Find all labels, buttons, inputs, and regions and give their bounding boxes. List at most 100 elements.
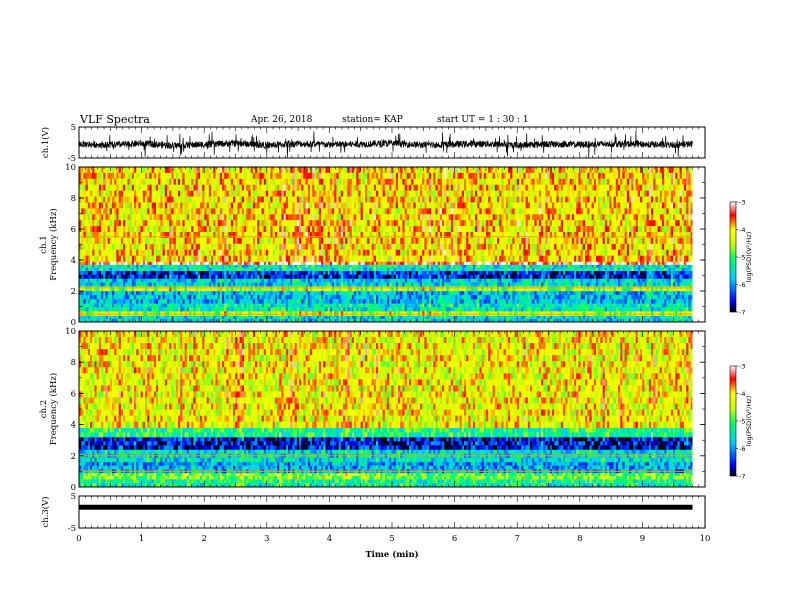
spectrogram-cell [208,208,212,215]
spectrogram-cell [303,184,306,191]
spectrogram-cell [193,243,196,250]
spectrogram-cell [193,202,196,209]
spectrogram-cell [373,167,377,174]
spectrogram-cell [83,303,86,308]
spectrogram-cell [92,318,95,323]
spectrogram-cell [151,261,154,265]
spectrogram-cell [417,270,421,275]
spectrogram-cell [338,307,341,312]
spectrogram-cell [409,190,412,197]
spectrogram-cell [193,291,196,296]
spectrogram-cell [215,307,218,312]
spectrogram-cell [285,178,289,185]
spectrogram-cell [266,178,269,185]
spectrogram-cell [307,315,311,320]
spectrogram-cell [127,291,130,296]
spectrogram-cell [112,226,115,233]
spectrogram-cell [261,286,264,292]
spectrogram-cell [224,220,227,227]
spectrogram-cell [387,208,390,215]
spectrogram-cell [369,226,372,233]
spectrogram-cell [202,299,205,304]
spectrogram-cell [112,264,115,268]
spectrogram-cell [314,184,317,191]
spectrogram-cell [371,307,374,312]
spectrogram-cell [321,267,324,272]
spectrogram-cell [398,249,401,256]
spectrogram-cell [125,303,128,308]
spectrogram-cell [420,318,423,323]
spectrogram-cell [266,318,269,323]
spectrogram-cell [109,178,113,185]
spectrogram-cell [83,172,86,180]
spectrogram-cell [345,202,348,209]
spectrogram-cell [180,255,183,262]
spectrogram-cell [173,167,176,174]
spectrogram-cell [107,172,110,180]
spectrogram-cell [250,167,253,174]
spectrogram-cell [274,267,278,272]
spectrogram-cell [184,282,187,287]
spectrogram-cell [362,220,366,227]
spectrogram-cell [285,196,289,203]
spectrogram-cell [329,311,333,316]
spectrogram-cell [224,184,227,191]
spectrogram-cell [114,270,117,275]
spectrogram-cell [332,178,335,185]
spectrogram-cell [105,220,108,227]
spectrogram-cell [230,167,234,174]
spectrogram-cell [158,172,161,180]
spectrogram-cell [156,261,159,265]
spectrogram-cell [389,286,392,292]
spectrogram-cell [334,232,337,239]
spectrogram-cell [294,202,297,209]
spectrogram-cell [208,270,212,275]
spectrogram-cell [123,264,126,268]
spectrogram-cell [285,226,289,233]
spectrogram-cell [404,237,407,245]
spectrogram-cell [118,311,121,316]
spectrogram-cell [182,184,185,191]
spectrogram-cell [294,291,297,296]
spectrogram-cell [314,220,317,227]
spectrogram-cell [191,178,194,185]
spectrogram-cell [213,237,216,245]
spectrogram-cell [378,220,381,227]
spectrogram-cell [149,286,152,292]
spectrogram-cell [292,311,295,316]
spectrogram-cell [332,318,335,323]
spectrogram-cell [87,307,91,312]
spectrogram-cell [98,270,102,275]
spectrogram-cell [94,286,97,292]
spectrogram-cell [393,196,396,203]
spectrogram-cell [312,267,315,272]
spectrogram-cell [415,286,418,292]
spectrogram-cell [136,295,139,300]
spectrogram-cell [202,172,205,180]
spectrogram-cell [189,255,192,262]
spectrogram-cell [261,303,264,308]
spectrogram-cell [325,220,328,227]
spectrogram-cell [180,274,183,279]
spectrogram-cell [415,267,418,272]
spectrogram-cell [389,190,392,197]
spectrogram-cell [222,264,225,268]
spectrogram-cell [224,311,227,316]
spectrogram-cell [373,190,377,197]
spectrogram-cell [378,307,381,312]
spectrogram-cell [87,196,91,203]
spectrogram-cell [151,243,154,250]
spectrogram-cell [283,267,286,272]
spectrogram-cell [338,274,341,279]
spectrogram-cell [186,167,190,174]
spectrogram-cell [248,208,251,215]
spectrogram-cell [200,184,203,191]
spectrogram-cell [336,243,339,250]
spectrogram-cell [259,299,262,304]
spectrogram-cell [255,286,258,292]
spectrogram-cell [409,184,412,191]
spectrogram-cell [400,214,403,221]
spectrogram-cell [217,286,220,292]
spectrogram-cell [292,318,295,323]
spectrogram-cell [83,196,86,203]
